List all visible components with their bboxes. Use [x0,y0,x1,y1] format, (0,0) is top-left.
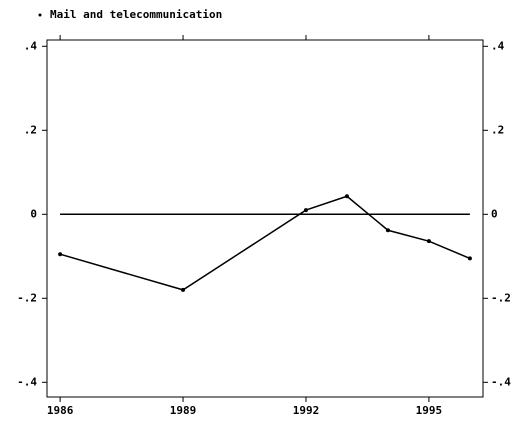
y-tick-label-right: .4 [491,39,505,52]
y-tick-label-right: -.2 [491,291,511,304]
x-tick-label: 1989 [170,404,197,417]
plot-frame [46,39,484,398]
x-tick-label: 1986 [47,404,74,417]
y-tick-label-right: 0 [491,207,498,220]
y-tick-label: .2 [24,123,37,136]
y-tick-label: -.2 [17,291,37,304]
data-point [181,287,186,292]
legend-marker [38,13,42,17]
data-point [426,239,431,244]
x-tick-label: 1992 [293,404,320,417]
data-point [467,256,472,261]
x-tick-label: 1995 [416,404,443,417]
y-tick-label: -.4 [17,375,37,388]
y-tick-label: 0 [30,207,37,220]
series-line [59,195,471,291]
data-point [303,208,308,213]
data-point [385,228,390,233]
data-point [344,194,349,199]
data-point [58,252,63,257]
y-tick-label-right: -.4 [491,375,511,388]
y-tick-label-right: .2 [491,123,504,136]
legend-label: Mail and telecommunication [50,8,222,21]
y-tick-label: .4 [24,39,38,52]
